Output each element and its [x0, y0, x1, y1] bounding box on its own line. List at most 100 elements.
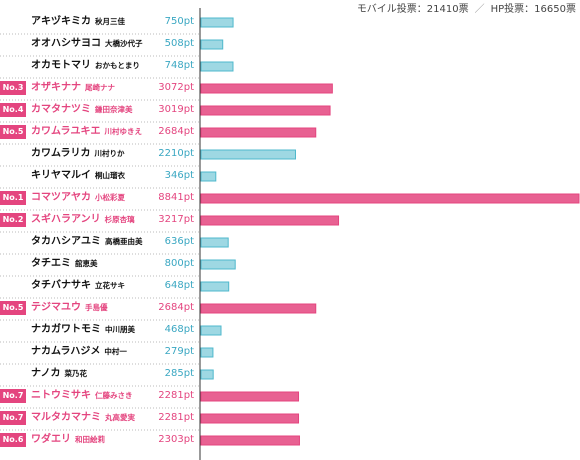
candidate-kanji: 立花サキ [95, 281, 125, 290]
points-label: 279pt [164, 346, 194, 357]
candidate-name: オカモトマリ おかもとまり [31, 59, 140, 73]
bar-8 [200, 171, 217, 182]
candidate-kana: カマタナツミ [31, 104, 91, 115]
candidate-name: ニトウミサキ 仁藤みさき [31, 389, 133, 403]
candidate-name: コマツアヤカ 小松彩夏 [31, 191, 125, 205]
candidate-name: タチエミ 舘恵美 [31, 257, 98, 271]
candidate-kana: テジマユウ [31, 302, 81, 313]
table-row: No.7 マルタカマナミ 丸高愛実 2281pt [0, 408, 200, 428]
bar-6 [200, 127, 317, 138]
points-label: 2684pt [158, 302, 194, 313]
candidate-kanji: 中村一 [104, 347, 127, 356]
bar-11 [200, 237, 229, 248]
candidate-kana: タチバナサキ [31, 280, 91, 291]
bar-1 [200, 17, 234, 28]
candidate-name: テジマユウ 手島優 [31, 301, 108, 315]
candidate-kana: タチエミ [31, 258, 71, 269]
rank-badge: No.1 [0, 191, 26, 205]
candidate-kana: キリヤマルイ [31, 170, 91, 181]
candidate-name: カワムラリカ 川村りか [31, 147, 125, 161]
points-label: 750pt [164, 16, 194, 27]
bar-12 [200, 259, 236, 270]
points-label: 508pt [164, 38, 194, 49]
table-row: ナカムラハジメ 中村一 279pt [0, 342, 200, 362]
table-row: No.6 ワダエリ 和田絵莉 2303pt [0, 430, 200, 450]
bar-5 [200, 105, 331, 116]
rank-badge: No.4 [0, 103, 26, 117]
candidate-name: ナノカ 菜乃花 [31, 367, 87, 381]
table-row: No.5 カワムラユキエ 川村ゆきえ 2684pt [0, 122, 200, 142]
bar-3 [200, 61, 234, 72]
table-row: タカハシアユミ 高橋亜由美 636pt [0, 232, 200, 252]
candidate-name: ナカガワトモミ 中川朋美 [31, 323, 135, 337]
candidate-kanji: 手島優 [85, 303, 108, 312]
bar-19 [200, 413, 300, 424]
rank-badge: No.7 [0, 389, 26, 403]
points-label: 636pt [164, 236, 194, 247]
bar-4 [200, 83, 333, 94]
candidate-kanji: 中川朋美 [105, 325, 135, 334]
candidate-name: アキヅキミカ 秋月三佳 [31, 15, 125, 29]
points-label: 2303pt [158, 434, 194, 445]
candidate-kanji: 舘恵美 [75, 259, 98, 268]
bar-9 [200, 193, 580, 204]
candidate-kana: カワムラユキエ [31, 126, 101, 137]
candidate-name: オザキナナ 尾崎ナナ [31, 81, 115, 95]
candidate-kanji: 仁藤みさき [95, 391, 133, 400]
candidate-kana: カワムラリカ [31, 148, 91, 159]
candidate-kanji: 菜乃花 [64, 369, 88, 378]
candidate-kanji: 丸高愛実 [105, 413, 135, 422]
points-label: 648pt [164, 280, 194, 291]
header-separator: ／ [474, 4, 485, 15]
table-row: キリヤマルイ 桐山瑠衣 346pt [0, 166, 200, 186]
table-row: ナカガワトモミ 中川朋美 468pt [0, 320, 200, 340]
candidate-kana: オカモトマリ [31, 60, 91, 71]
bar-10 [200, 215, 340, 226]
bar-20 [200, 435, 300, 446]
rank-badge: No.6 [0, 433, 26, 447]
candidate-kana: マルタカマナミ [31, 412, 101, 423]
candidate-name: ナカムラハジメ 中村一 [31, 345, 127, 359]
candidate-kanji: 川村ゆきえ [104, 127, 143, 136]
candidate-kana: オオハシサヨコ [31, 38, 101, 49]
candidate-kanji: 桐山瑠衣 [95, 171, 125, 180]
candidate-kanji: おかもとまり [95, 61, 140, 70]
rank-badge: No.5 [0, 301, 26, 315]
candidate-kanji: 尾崎ナナ [85, 83, 115, 92]
candidate-kanji: 鎌田奈津美 [95, 105, 133, 114]
points-label: 285pt [164, 368, 194, 379]
candidate-name: タカハシアユミ 高橋亜由美 [31, 235, 143, 249]
bar-16 [200, 347, 214, 358]
candidate-kanji: 小松彩夏 [95, 193, 125, 202]
table-row: オオハシサヨコ 大橋沙代子 508pt [0, 34, 200, 54]
candidate-kana: ナカガワトモミ [31, 324, 101, 335]
candidate-kana: ナカムラハジメ [31, 346, 101, 357]
candidate-kana: アキヅキミカ [31, 16, 91, 27]
candidate-kanji: 高橋亜由美 [105, 237, 143, 246]
table-row: No.4 カマタナツミ 鎌田奈津美 3019pt [0, 100, 200, 120]
candidate-kanji: 川村りか [94, 149, 125, 158]
rank-badge: No.2 [0, 213, 26, 227]
bar-2 [200, 39, 224, 50]
table-row: No.7 ニトウミサキ 仁藤みさき 2281pt [0, 386, 200, 406]
points-label: 3217pt [158, 214, 194, 225]
candidate-kana: コマツアヤカ [31, 192, 91, 203]
points-label: 2281pt [158, 390, 194, 401]
candidate-name: タチバナサキ 立花サキ [31, 279, 125, 293]
points-label: 346pt [164, 170, 194, 181]
rank-badge: No.5 [0, 125, 26, 139]
points-label: 2684pt [158, 126, 194, 137]
points-label: 800pt [164, 258, 194, 269]
points-label: 3072pt [158, 82, 194, 93]
table-row: カワムラリカ 川村りか 2210pt [0, 144, 200, 164]
candidate-name: オオハシサヨコ 大橋沙代子 [31, 37, 143, 51]
table-row: No.1 コマツアヤカ 小松彩夏 8841pt [0, 188, 200, 208]
table-row: No.5 テジマユウ 手島優 2684pt [0, 298, 200, 318]
points-label: 748pt [164, 60, 194, 71]
table-row: No.3 オザキナナ 尾崎ナナ 3072pt [0, 78, 200, 98]
candidate-kana: スギハラアンリ [31, 214, 101, 225]
candidate-name: ワダエリ 和田絵莉 [31, 433, 105, 447]
hp-vote-total: HP投票：16650票 [490, 4, 576, 15]
bar-17 [200, 369, 214, 380]
